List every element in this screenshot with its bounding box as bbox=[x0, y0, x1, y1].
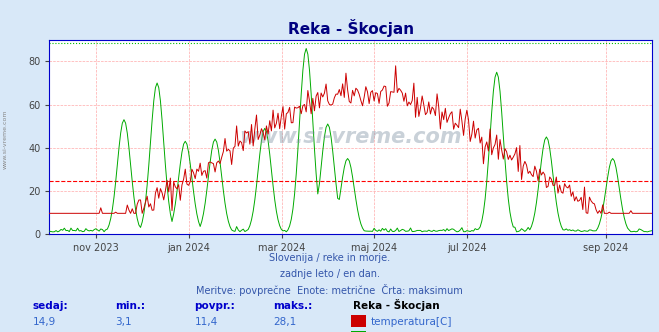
Text: Slovenija / reke in morje.: Slovenija / reke in morje. bbox=[269, 253, 390, 263]
Text: Meritve: povprečne  Enote: metrične  Črta: maksimum: Meritve: povprečne Enote: metrične Črta:… bbox=[196, 284, 463, 296]
Text: 3,1: 3,1 bbox=[115, 317, 132, 327]
Text: 14,9: 14,9 bbox=[33, 317, 56, 327]
Title: Reka - Škocjan: Reka - Škocjan bbox=[288, 19, 414, 37]
Text: povpr.:: povpr.: bbox=[194, 301, 235, 311]
Text: 28,1: 28,1 bbox=[273, 317, 297, 327]
Text: zadnje leto / en dan.: zadnje leto / en dan. bbox=[279, 269, 380, 279]
Text: sedaj:: sedaj: bbox=[33, 301, 69, 311]
Text: www.si-vreme.com: www.si-vreme.com bbox=[240, 127, 462, 147]
Text: maks.:: maks.: bbox=[273, 301, 313, 311]
Text: min.:: min.: bbox=[115, 301, 146, 311]
Text: Reka - Škocjan: Reka - Škocjan bbox=[353, 299, 439, 311]
Text: www.si-vreme.com: www.si-vreme.com bbox=[3, 110, 8, 169]
Text: 11,4: 11,4 bbox=[194, 317, 217, 327]
Text: temperatura[C]: temperatura[C] bbox=[371, 317, 453, 327]
